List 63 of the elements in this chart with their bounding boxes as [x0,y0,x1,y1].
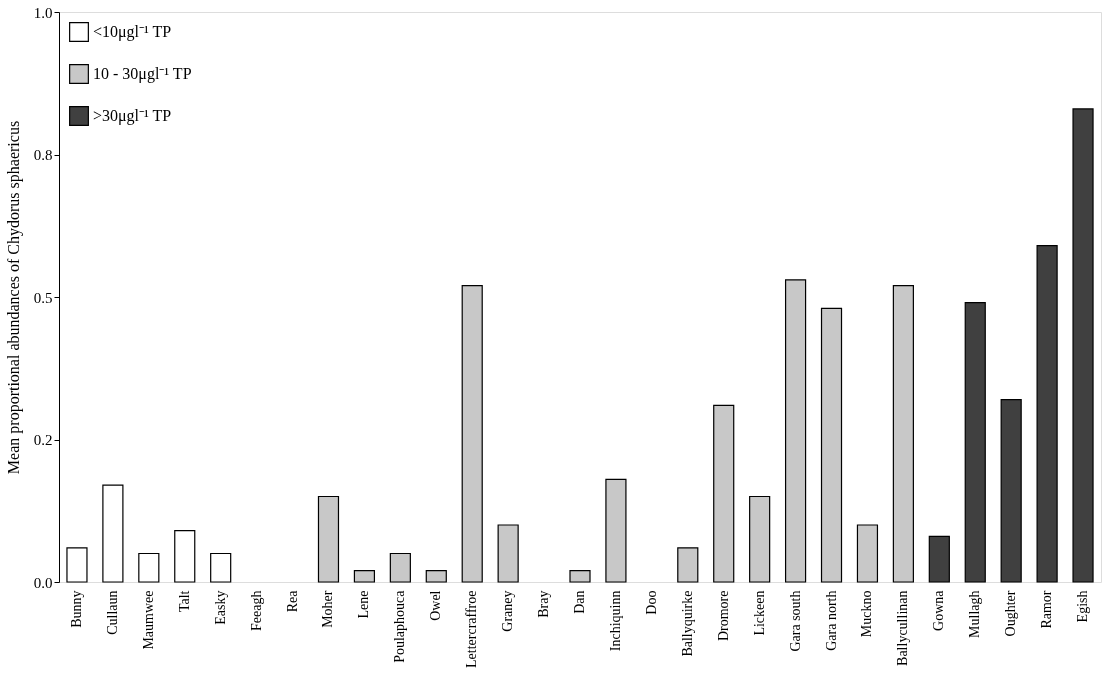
x-tick-label: Gara south [787,590,803,652]
bar [784,279,807,583]
x-tick-label: Lickeen [751,590,767,636]
x-tick-label: Ramor [1039,590,1055,629]
x-tick-label: Graney [500,590,516,632]
bar [713,404,735,583]
bar [353,570,376,583]
bar [210,552,232,583]
x-tick-label: Poulaphouca [392,589,408,663]
x-tick-label: Lettercraffroe [464,590,480,668]
x-tick-label: Doo [643,590,659,615]
bar [317,495,340,583]
bar [1000,399,1022,583]
x-tick-label: Rea [284,589,300,613]
bar [677,547,699,583]
x-tick-label: Lene [356,590,372,619]
y-tick-label: 0.2 [33,432,53,448]
x-tick-label: Gowna [931,589,947,631]
bar [820,307,843,583]
bar [425,570,447,583]
bar [138,552,160,583]
x-tick-label: Egish [1075,590,1091,623]
x-tick-label: Gara north [823,590,839,651]
bar [389,552,411,583]
y-tick-label: 0.5 [33,289,53,306]
x-tick-label: Mullagh [967,590,983,638]
legend-label: >30μgl⁻¹ TP [93,107,172,125]
bar [928,535,950,583]
y-tick-label: 0.0 [33,574,53,591]
x-tick-label: Moher [320,590,336,628]
x-tick-label: Dromore [715,590,731,642]
x-tick-label: Feeagh [248,590,264,631]
x-tick-label: Cullaun [104,590,120,635]
y-axis-title: Mean proportional abundances of Chydorus sphaericus [4,120,23,475]
x-tick-label: Inchiquinn [607,590,623,652]
x-tick-label: Talt [176,590,192,613]
x-tick-label: Muckno [859,590,875,638]
legend-label: 10 - 30μgl⁻¹ TP [93,65,192,83]
x-tick-label: Bunny [68,590,84,628]
x-tick-label: Maumwee [140,590,156,650]
bar [461,285,483,583]
x-tick-label: Dan [572,590,587,614]
bar [1036,245,1058,583]
bar [102,484,124,583]
bar [174,530,196,583]
bar [1072,108,1094,583]
x-tick-label: Bray [536,590,552,618]
bar [605,478,627,583]
bar [497,524,519,583]
bar [892,285,914,583]
bar [856,524,879,583]
bar [66,547,88,583]
x-tick-label: Oughter [1003,590,1019,637]
x-tick-label: Owel [428,590,444,621]
bar [964,302,986,583]
bar [749,495,771,583]
x-tick-label: Ballyquirke [679,590,695,657]
x-tick-label: Ballycullinan [895,590,911,666]
legend-label: <10μgl⁻¹ TP [93,23,172,41]
x-tick-label: Easky [212,590,228,625]
y-tick-label: 1.0 [33,4,53,21]
y-tick-label: 0.8 [33,147,53,163]
bar [569,570,591,583]
